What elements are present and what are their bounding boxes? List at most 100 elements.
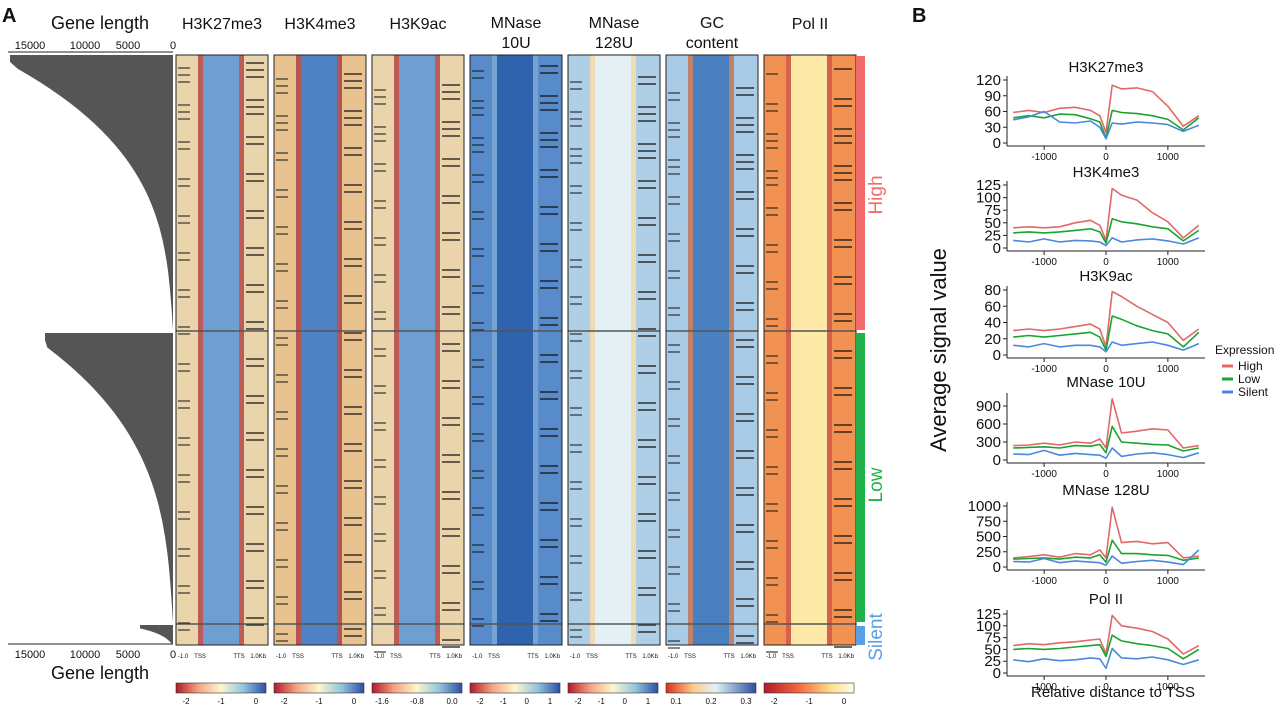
heatmap-frame bbox=[469, 54, 563, 646]
profile-xtick: 1000 bbox=[1157, 152, 1180, 163]
colorbar-tick: -2 bbox=[574, 697, 582, 706]
heatmap-xtick: TSS bbox=[194, 654, 206, 660]
colorbar-tick: 0 bbox=[254, 697, 259, 706]
heatmap-title: H3K4me3 bbox=[284, 16, 355, 33]
profile-line-silent bbox=[1013, 647, 1200, 670]
heatmap-xtick: -1.0 bbox=[178, 654, 189, 660]
heatmap-xtick: TTS bbox=[429, 654, 440, 660]
profile-ytick: 80 bbox=[984, 282, 1001, 299]
profile-ytick: 90 bbox=[984, 88, 1001, 105]
profile-xtick: 0 bbox=[1103, 152, 1109, 163]
colorbar-tick: 0.0 bbox=[446, 697, 458, 706]
profile-ytick: 0 bbox=[993, 240, 1001, 257]
heatmap-xtick: TTS bbox=[233, 654, 244, 660]
legend-title: Expression bbox=[1215, 343, 1274, 357]
profile-ytick: 25 bbox=[984, 227, 1001, 244]
heatmap-xtick: -1.0 bbox=[276, 654, 287, 660]
colorbar-tick: 0.2 bbox=[705, 697, 717, 706]
profile-ytick: 0 bbox=[993, 135, 1001, 152]
heatmap-tss-band bbox=[688, 55, 693, 645]
gene-length-tick-bottom: 0 bbox=[170, 649, 176, 661]
profile-ytick: 750 bbox=[976, 513, 1001, 530]
legend-label: High bbox=[1238, 359, 1263, 373]
gene-length-tick: 5000 bbox=[116, 40, 140, 52]
profile-ytick: 0 bbox=[993, 347, 1001, 364]
heatmap-xtick: 1.0Kb bbox=[838, 654, 854, 660]
colorbar-tick: 0.1 bbox=[670, 697, 682, 706]
heatmap-downstream bbox=[440, 55, 464, 645]
colorbar bbox=[175, 682, 267, 694]
colorbar-tick: -2 bbox=[476, 697, 484, 706]
heatmap-tts-band bbox=[729, 55, 734, 645]
profile-xtick: -1000 bbox=[1031, 364, 1057, 375]
gene-length-high bbox=[10, 55, 173, 330]
heatmap-xtick: TSS bbox=[488, 654, 500, 660]
profile-xlabel: Relative distance to TSS bbox=[1031, 684, 1195, 701]
colorbar-tick: -1 bbox=[805, 697, 813, 706]
heatmap-xtick: -1.0 bbox=[668, 654, 679, 660]
heatmap-xtick: TTS bbox=[821, 654, 832, 660]
profile-xtick: 1000 bbox=[1157, 257, 1180, 268]
profile-ytick: 120 bbox=[976, 72, 1001, 89]
colorbar-tick: 0 bbox=[352, 697, 357, 706]
heatmap-downstream bbox=[734, 55, 758, 645]
profile-xtick: 1000 bbox=[1157, 469, 1180, 480]
colorbar-tick: -2 bbox=[182, 697, 190, 706]
profile-line-high bbox=[1013, 290, 1200, 348]
heatmap-xtick: TTS bbox=[331, 654, 342, 660]
colorbar-tick: -1 bbox=[217, 697, 225, 706]
profile-ytick: 25 bbox=[984, 653, 1001, 670]
group-bar bbox=[856, 333, 865, 622]
profile-line-high bbox=[1013, 614, 1200, 655]
heatmap-downstream bbox=[636, 55, 660, 645]
heatmap-title: content bbox=[686, 35, 739, 52]
legend-label: Low bbox=[1238, 372, 1260, 386]
heatmap-title: H3K9ac bbox=[390, 16, 447, 33]
profile-ytick: 0 bbox=[993, 452, 1001, 469]
profile-ytick: 250 bbox=[976, 544, 1001, 561]
heatmap-tts-band bbox=[533, 55, 538, 645]
group-label: Silent bbox=[866, 613, 887, 661]
colorbar bbox=[469, 682, 561, 694]
profile-ytick: 75 bbox=[984, 630, 1001, 647]
colorbar-tick: 1 bbox=[646, 697, 651, 706]
legend-label: Silent bbox=[1238, 385, 1269, 399]
profile-line-silent bbox=[1013, 237, 1200, 247]
profile-title: MNase 10U bbox=[1066, 374, 1145, 391]
gene-length-tick: 15000 bbox=[15, 40, 46, 52]
profile-xtick: 0 bbox=[1103, 469, 1109, 480]
profile-title: H3K27me3 bbox=[1068, 59, 1143, 76]
profile-ytick: 100 bbox=[976, 190, 1001, 207]
colorbar bbox=[273, 682, 365, 694]
heatmap-downstream bbox=[244, 55, 268, 645]
heatmap-xtick: 1.0Kb bbox=[544, 654, 560, 660]
profile-ytick: 1000 bbox=[968, 498, 1001, 515]
heatmap-tss-band bbox=[394, 55, 399, 645]
colorbar-tick: -1 bbox=[500, 697, 508, 706]
heatmap-downstream bbox=[832, 55, 856, 645]
heatmap-xtick: -1.0 bbox=[472, 654, 483, 660]
heatmap-tts-band bbox=[827, 55, 832, 645]
heatmap-xtick: 1.0Kb bbox=[250, 654, 266, 660]
heatmap-tss-band bbox=[786, 55, 791, 645]
profile-xtick: 0 bbox=[1103, 364, 1109, 375]
profile-line-low bbox=[1013, 218, 1200, 244]
heatmap-xtick: TTS bbox=[723, 654, 734, 660]
profile-ytick: 0 bbox=[993, 559, 1001, 576]
heatmap-title: Pol II bbox=[792, 16, 828, 33]
gene-length-tick: 10000 bbox=[70, 40, 101, 52]
heatmap-frame bbox=[371, 54, 465, 646]
profile-xtick: -1000 bbox=[1031, 576, 1057, 587]
heatmap-upstream bbox=[764, 55, 786, 645]
heatmap-frame bbox=[175, 54, 269, 646]
colorbar-tick: -2 bbox=[770, 697, 778, 706]
panel-label-a: A bbox=[2, 5, 16, 27]
colorbar bbox=[665, 682, 757, 694]
panel-label-b: B bbox=[912, 5, 926, 27]
profile-line-silent bbox=[1013, 447, 1200, 460]
profile-xtick: 1000 bbox=[1157, 682, 1180, 693]
profile-ylabel: Average signal value bbox=[926, 248, 951, 452]
heatmap-xtick: 1.0Kb bbox=[642, 654, 658, 660]
group-bar bbox=[856, 56, 865, 330]
